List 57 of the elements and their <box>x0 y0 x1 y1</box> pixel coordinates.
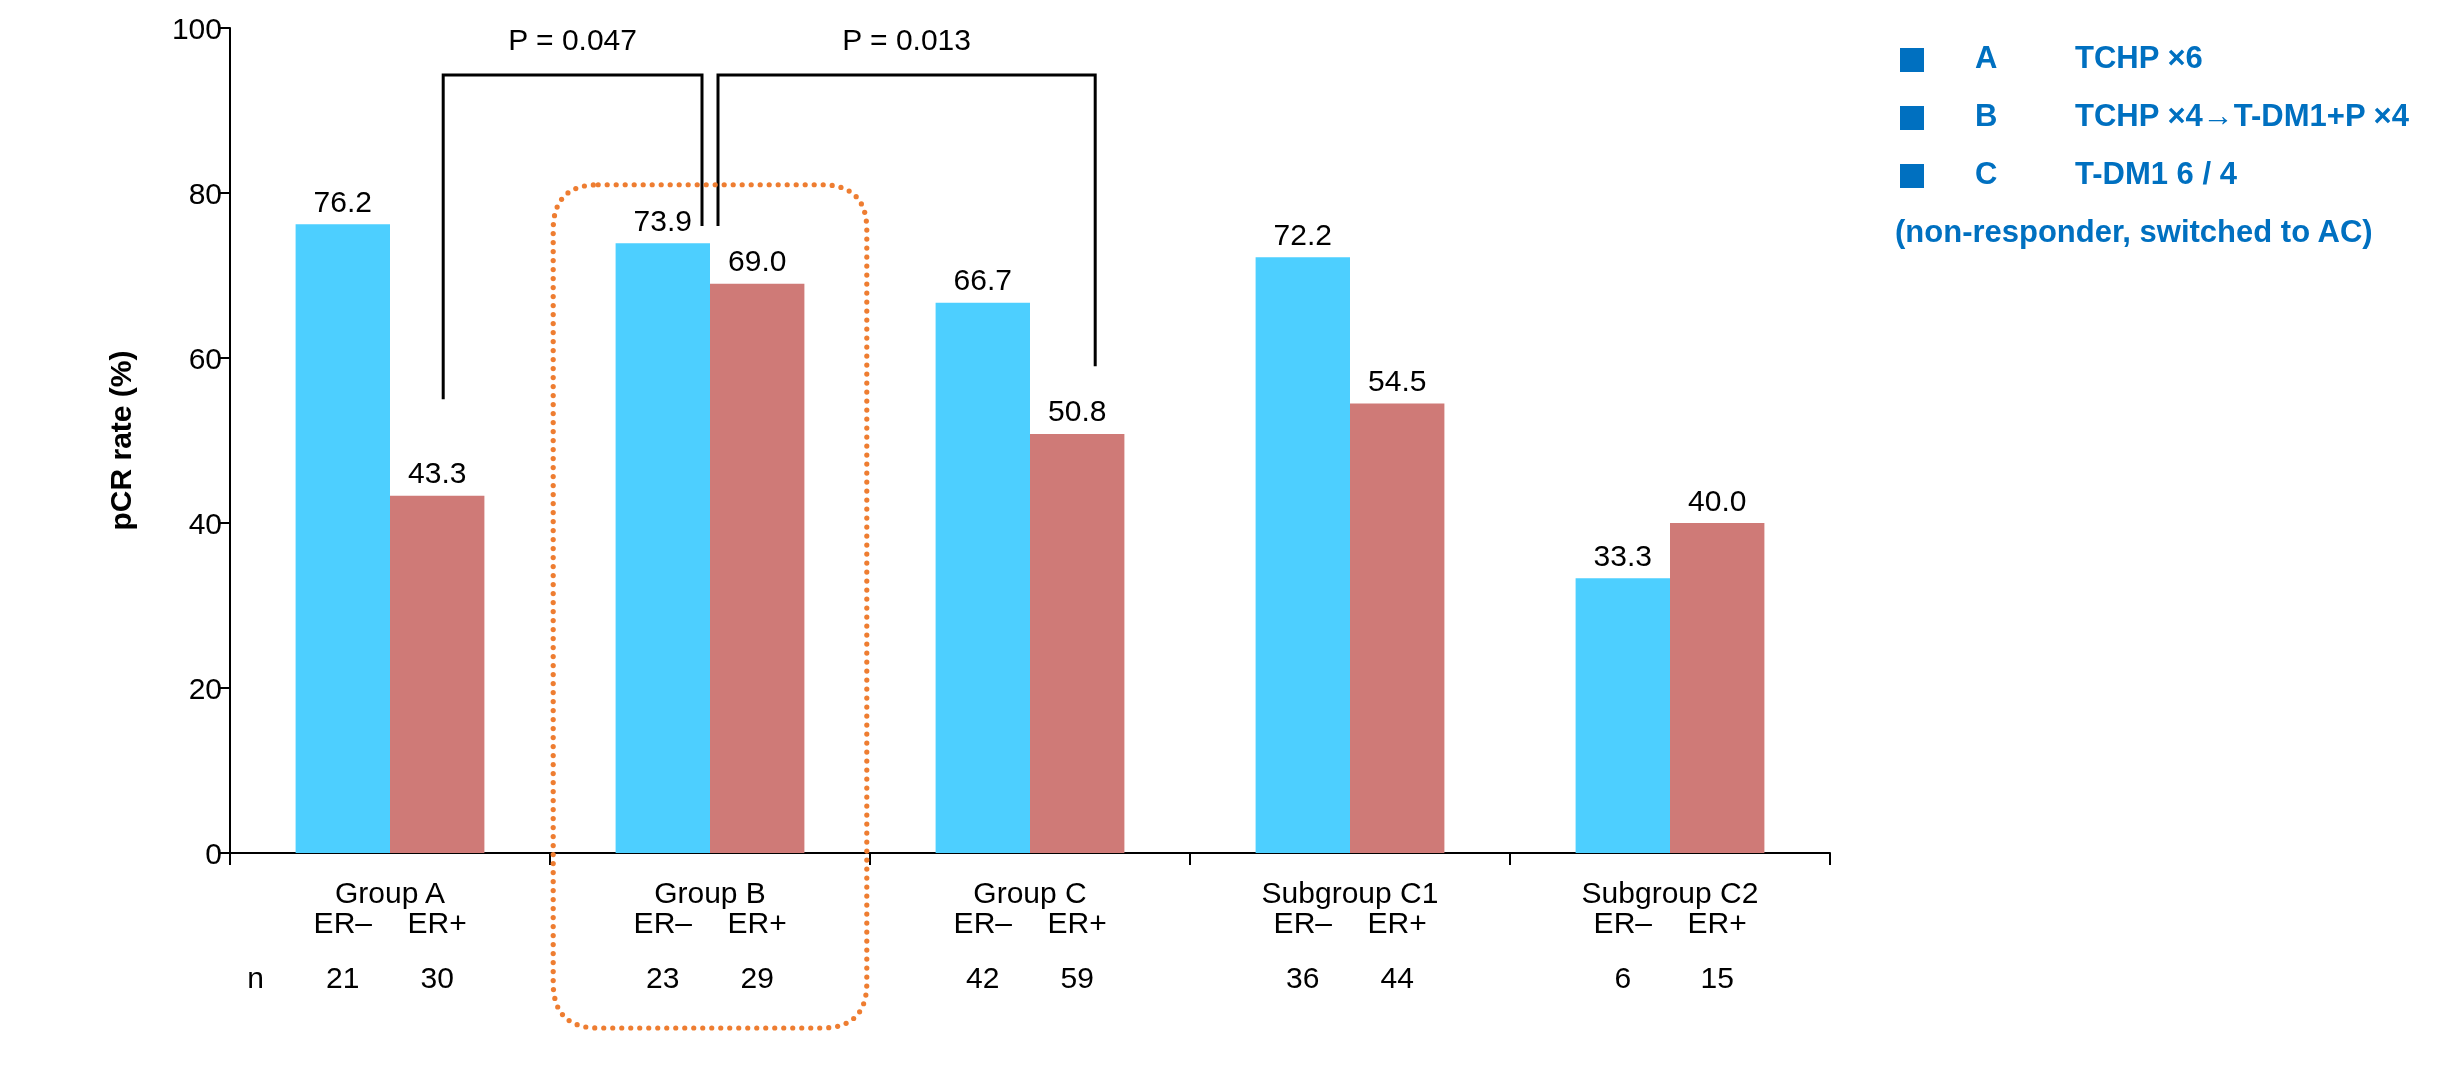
y-tick-label: 40 <box>188 506 222 540</box>
text: 29 <box>740 961 774 995</box>
y-tick-label: 80 <box>188 176 222 210</box>
text: n <box>247 961 264 995</box>
data-label: 33.3 <box>1593 538 1652 572</box>
bar <box>1255 257 1350 853</box>
bar <box>710 283 805 853</box>
data-label: 50.8 <box>1048 394 1107 428</box>
x-tick-label: Group C <box>973 875 1087 909</box>
data-label: 66.7 <box>953 263 1012 297</box>
text: C <box>1975 156 1998 192</box>
annotation: P = 0.013 <box>842 23 971 58</box>
bar <box>935 302 1030 853</box>
text: TCHP ×6 <box>2075 40 2203 76</box>
text: ER– <box>953 906 1012 939</box>
bar <box>1575 578 1670 853</box>
data-label: 54.5 <box>1368 363 1427 397</box>
bar <box>1350 403 1445 853</box>
annotation: P = 0.047 <box>508 23 637 58</box>
text: 30 <box>420 961 454 995</box>
bar <box>1030 433 1125 853</box>
data-label: 72.2 <box>1273 217 1332 251</box>
bar <box>295 224 390 853</box>
data-label: 69.0 <box>728 244 787 278</box>
text: A <box>1975 40 1998 76</box>
y-tick-label: 100 <box>171 11 222 45</box>
text: ER+ <box>727 906 787 939</box>
y-axis-title: pCR rate (%) <box>103 350 137 531</box>
text: 44 <box>1380 961 1414 995</box>
data-label: 76.2 <box>313 184 372 218</box>
y-tick-label: 20 <box>188 671 222 705</box>
series-label: ER– <box>313 906 372 940</box>
text: 15 <box>1700 961 1734 995</box>
data-label: 43.3 <box>408 456 467 490</box>
text: TCHP ×4→T-DM1+P ×4 <box>2075 98 2409 134</box>
text: T-DM1 6 / 4 <box>2075 156 2237 192</box>
y-tick-label: 60 <box>188 341 222 375</box>
x-tick-label: Group B <box>654 875 766 909</box>
text: 23 <box>646 961 680 995</box>
bar <box>615 243 710 853</box>
text: 59 <box>1060 961 1094 995</box>
text: (non-responder, switched to AC) <box>1895 214 2373 250</box>
x-tick-label: Group A <box>334 875 446 909</box>
bar <box>1670 523 1765 853</box>
text: 21 <box>326 961 360 995</box>
series-label: ER+ <box>407 906 467 940</box>
data-label: 40.0 <box>1688 483 1747 517</box>
text: 42 <box>966 961 1000 995</box>
text: 36 <box>1286 961 1320 995</box>
text: ER– <box>633 906 692 939</box>
data-label: 73.9 <box>633 203 692 237</box>
text: B <box>1975 98 1998 134</box>
x-tick-label: Subgroup C2 <box>1581 875 1759 909</box>
text: 6 <box>1614 961 1632 995</box>
text: ER+ <box>1047 906 1107 939</box>
x-tick-label: Subgroup C1 <box>1261 875 1439 909</box>
bar <box>390 495 485 853</box>
